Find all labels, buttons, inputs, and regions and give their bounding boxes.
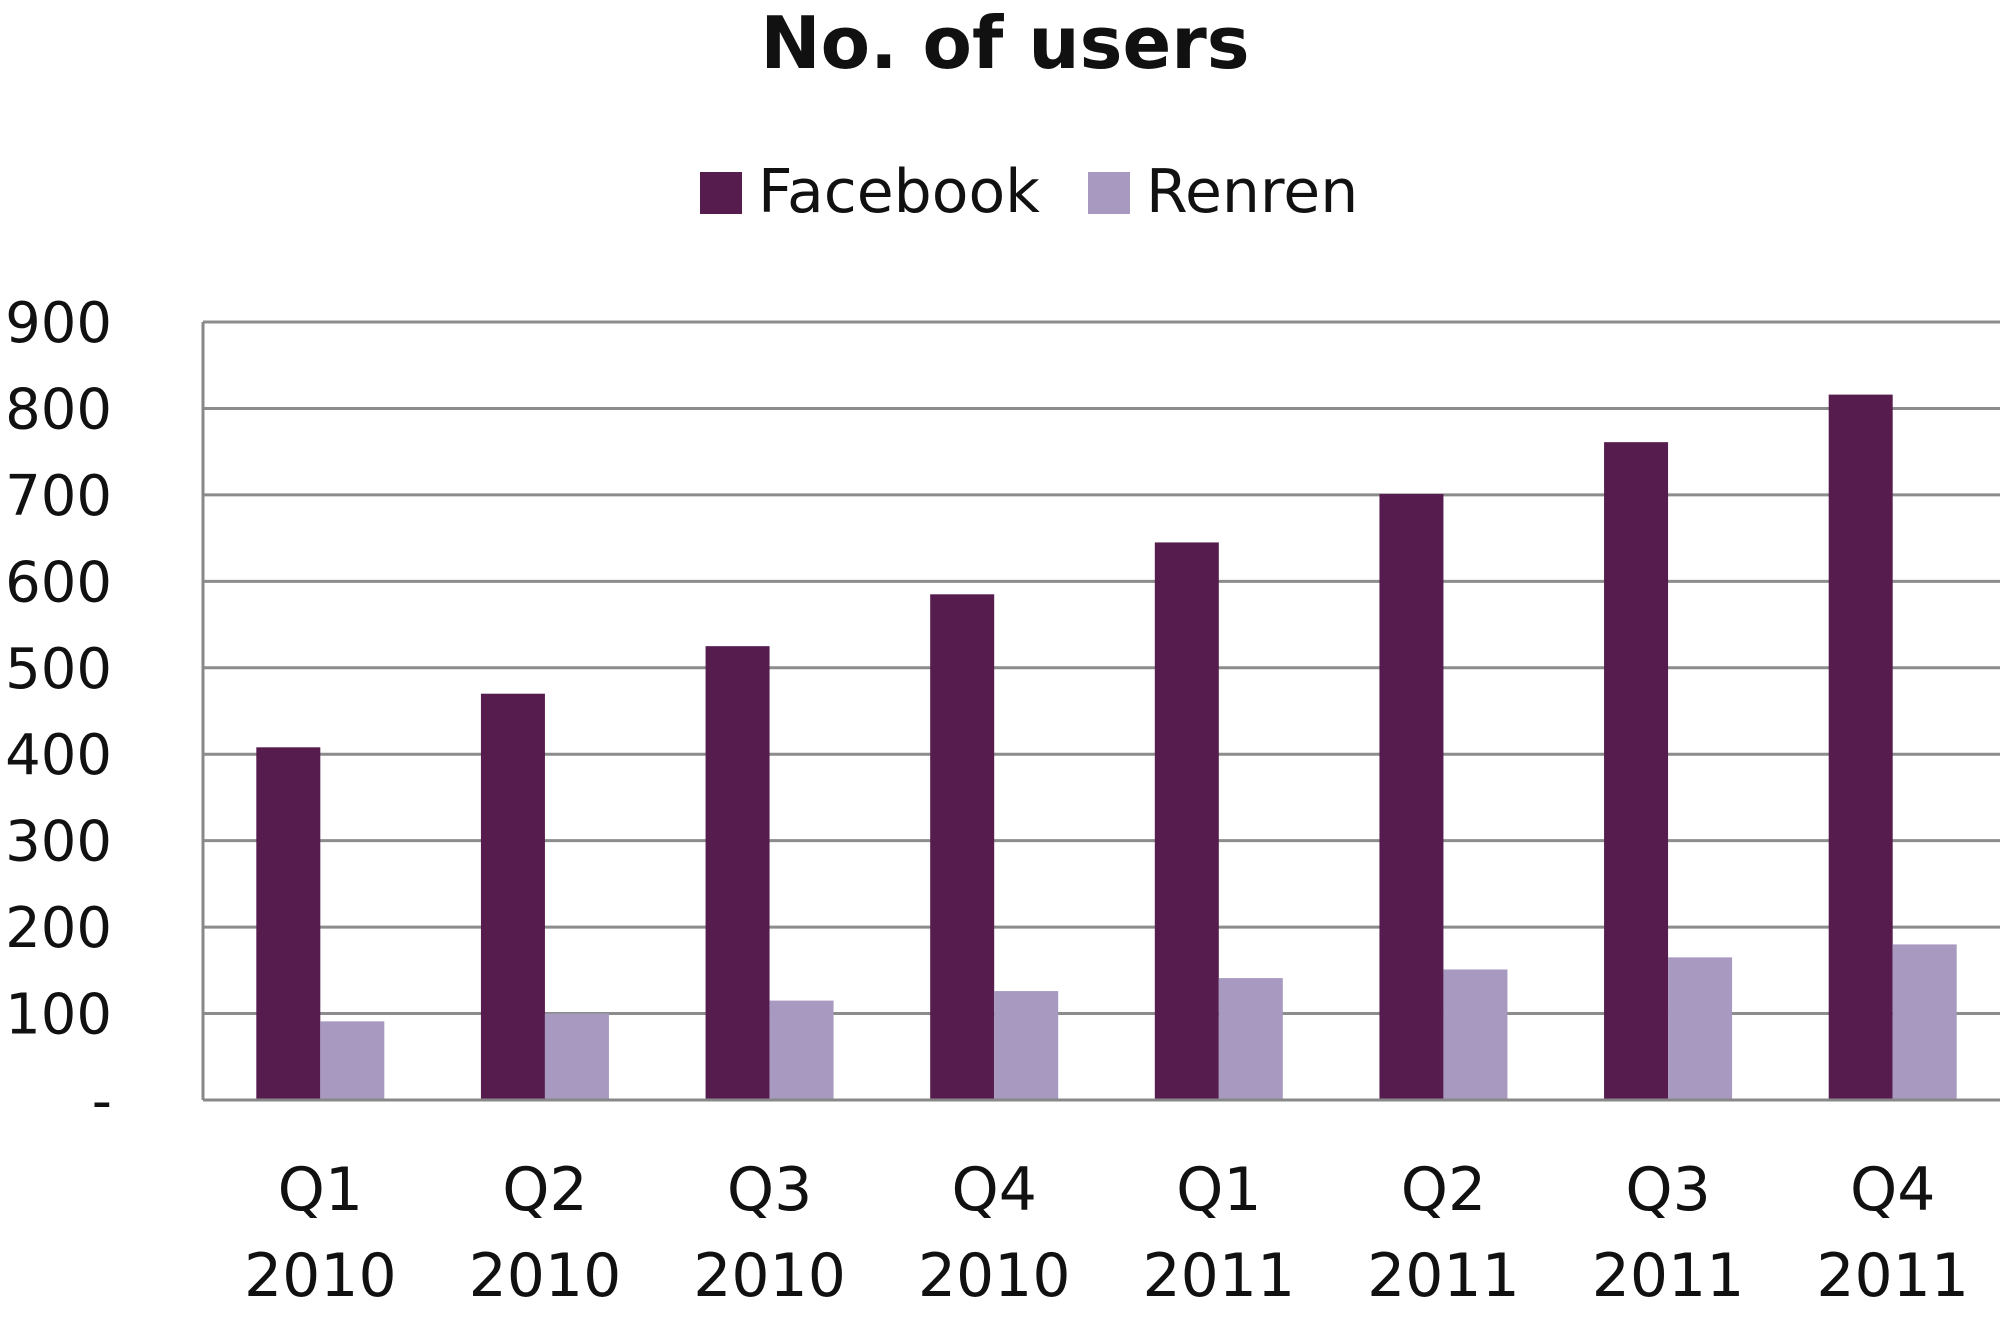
- legend-label-facebook: Facebook: [758, 157, 1040, 227]
- x-tick-label-year: 2011: [1816, 1241, 1969, 1311]
- bar-facebook: [705, 646, 770, 1100]
- y-tick-label: 100: [5, 983, 112, 1048]
- y-tick-label: 500: [5, 637, 112, 702]
- bars: [256, 394, 1957, 1101]
- bar-facebook: [930, 594, 995, 1100]
- bar-facebook: [256, 747, 321, 1100]
- x-tick-label-quarter: Q1: [278, 1155, 363, 1225]
- legend-label-renren: Renren: [1146, 157, 1358, 227]
- y-tick-label: 300: [5, 810, 112, 875]
- bar-facebook: [480, 693, 545, 1100]
- y-tick-label: 200: [5, 896, 112, 961]
- y-tick-label: 700: [5, 464, 112, 529]
- bar-facebook: [1379, 494, 1444, 1101]
- x-tick-label-quarter: Q4: [951, 1155, 1036, 1225]
- y-tick-label: -: [92, 1069, 112, 1134]
- legend-swatch-renren: [1088, 172, 1130, 214]
- bar-renren: [1892, 944, 1957, 1100]
- legend: Facebook Renren: [700, 157, 1358, 227]
- bar-renren: [769, 1000, 834, 1100]
- y-tick-label: 900: [5, 291, 112, 356]
- bar-renren: [1218, 978, 1283, 1100]
- bar-renren: [1668, 957, 1733, 1100]
- x-tick-label-quarter: Q4: [1850, 1155, 1935, 1225]
- x-axis-labels: Q1 2010 Q2 2010 Q3 2010 Q4 2010 Q1 2011 Q2 2011 Q3 20…: [244, 1155, 1969, 1311]
- y-tick-label: 400: [5, 723, 112, 788]
- legend-swatch-facebook: [700, 172, 742, 214]
- gridlines: [203, 320, 2000, 1016]
- bar-renren: [994, 991, 1059, 1100]
- y-axis-ticks: - 100 200 300 400 500 600 700 800 900: [5, 291, 112, 1134]
- x-tick-label-year: 2011: [1592, 1241, 1745, 1311]
- x-tick-label-quarter: Q2: [502, 1155, 587, 1225]
- bar-facebook: [1604, 442, 1669, 1100]
- x-tick-label-year: 2010: [918, 1241, 1071, 1311]
- x-tick-label-quarter: Q3: [727, 1155, 812, 1225]
- bar-facebook: [1828, 394, 1893, 1100]
- x-tick-label-year: 2010: [244, 1241, 397, 1311]
- x-tick-label-year: 2011: [1367, 1241, 1520, 1311]
- x-tick-label-year: 2010: [693, 1241, 846, 1311]
- x-tick-label-quarter: Q1: [1176, 1155, 1261, 1225]
- bar-facebook: [1154, 542, 1219, 1100]
- x-tick-label-year: 2010: [469, 1241, 622, 1311]
- bar-renren: [544, 1013, 609, 1100]
- x-tick-label-quarter: Q3: [1625, 1155, 1710, 1225]
- x-tick-label-year: 2011: [1142, 1241, 1295, 1311]
- y-tick-label: 600: [5, 550, 112, 615]
- x-tick-label-quarter: Q2: [1401, 1155, 1486, 1225]
- bar-renren: [1443, 969, 1508, 1100]
- bar-renren: [320, 1021, 385, 1100]
- chart-title: No. of users: [760, 1, 1249, 85]
- y-tick-label: 800: [5, 377, 112, 442]
